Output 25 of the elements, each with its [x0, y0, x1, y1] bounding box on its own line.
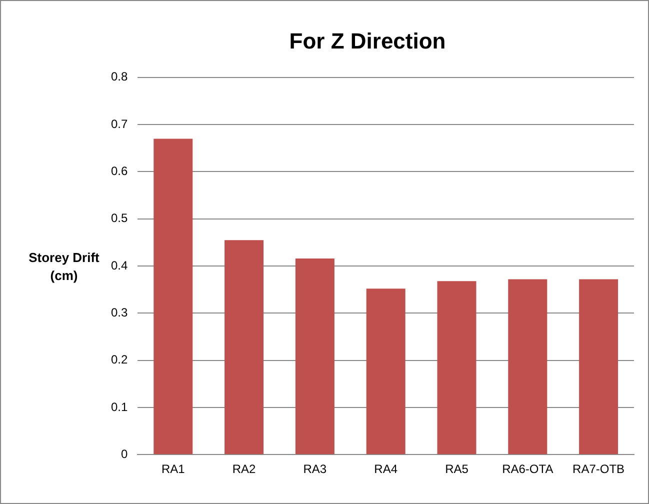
bar — [295, 258, 334, 454]
y-tick-label: 0.8 — [110, 70, 128, 84]
x-tick-label: RA5 — [445, 462, 469, 476]
y-tick-label: 0.6 — [110, 164, 128, 178]
bar — [437, 281, 476, 454]
x-tick-label: RA4 — [374, 462, 398, 476]
y-tick-label: 0.4 — [110, 258, 128, 272]
bar — [154, 138, 193, 454]
bar — [579, 279, 618, 454]
y-tick-label: 0.5 — [110, 211, 128, 226]
bar — [508, 279, 548, 454]
chart-title: For Z Direction — [289, 28, 446, 54]
bar — [366, 288, 406, 454]
x-tick-label: RA1 — [161, 462, 186, 476]
y-tick-label: 0.3 — [110, 305, 128, 320]
y-axis-title: Storey Drift (cm) — [28, 249, 100, 285]
y-tick-label: 0.2 — [110, 352, 128, 367]
x-tick-label: RA3 — [303, 462, 327, 476]
x-tick-label: RA7-OTB — [572, 462, 625, 476]
y-tick-label: 0 — [120, 446, 128, 461]
x-tick-label: RA6-OTA — [502, 462, 554, 476]
y-tick-label: 0.1 — [110, 400, 128, 414]
bar — [224, 240, 264, 454]
y-tick-label: 0.7 — [110, 116, 128, 131]
x-tick-label: RA2 — [232, 462, 256, 476]
